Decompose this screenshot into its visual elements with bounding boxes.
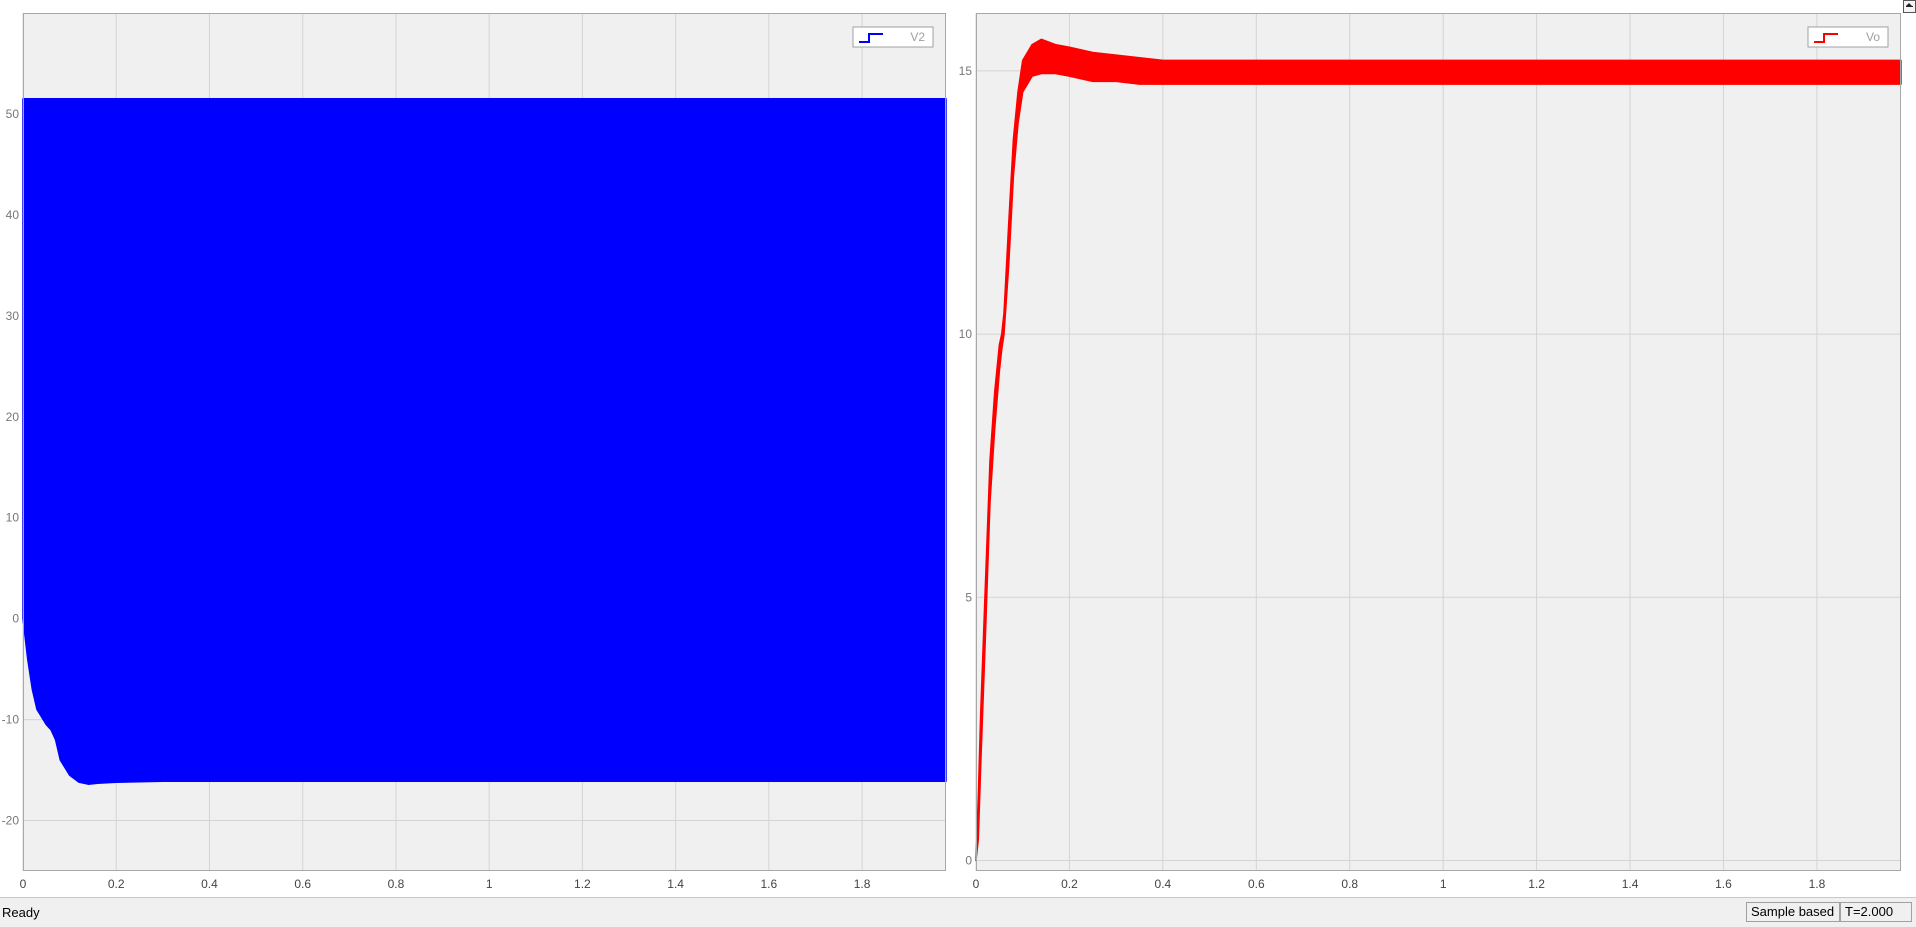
plot-background: [976, 13, 1901, 871]
scope-axes-1: 0 0.2 0.4 0.6 0.8 1 1.2 1.4 1.6 1.8 -20 -10 0 10 20 30 4…: [2, 13, 947, 891]
x-tick-label: 1.6: [1715, 877, 1732, 891]
x-tick-label: 1.4: [1622, 877, 1639, 891]
y-tick-label: 15: [959, 64, 973, 78]
legend-box: [852, 26, 934, 48]
x-tick-label: 0.4: [1155, 877, 1172, 891]
x-tick-label: 1.2: [574, 877, 591, 891]
y-tick-label: 10: [6, 511, 20, 525]
x-tick-label: 0.8: [1341, 877, 1358, 891]
y-tick-label: 10: [959, 327, 973, 341]
legend-box: [1807, 26, 1889, 48]
x-tick-label: 1.8: [854, 877, 871, 891]
y-tick-label: -20: [2, 814, 20, 828]
x-tick-label: 0.2: [1061, 877, 1078, 891]
x-tick-label: 0.2: [108, 877, 125, 891]
x-tick-label: 0.4: [201, 877, 218, 891]
y-tick-label: 0: [965, 853, 972, 867]
legend-step-icon: [1814, 33, 1838, 43]
legend: V2: [852, 26, 934, 48]
maximize-icon[interactable]: [1903, 0, 1916, 13]
y-tick-label: 40: [6, 208, 20, 222]
x-tick-label: 0.8: [388, 877, 405, 891]
x-tick-label: 1: [486, 877, 493, 891]
scope-axes-2: 0 0.2 0.4 0.6 0.8 1 1.2 1.4 1.6 1.8 0 5 10 15 Vo: [959, 13, 1902, 891]
x-tick-label: 1: [1440, 877, 1447, 891]
y-tick-label: 0: [12, 612, 19, 626]
x-tick-label: 1.4: [667, 877, 684, 891]
plot-frame: [23, 13, 946, 871]
y-tick-label: 30: [6, 309, 20, 323]
x-tick-label: 1.8: [1809, 877, 1826, 891]
plot-frame: [976, 13, 1901, 871]
legend-label: Vo: [1866, 30, 1880, 44]
legend: Vo: [1807, 26, 1889, 48]
legend-step-icon: [859, 33, 883, 43]
simulation-time: T=2.000: [1840, 902, 1912, 922]
x-tick-label: 0.6: [294, 877, 311, 891]
y-tick-label: 5: [965, 590, 972, 604]
y-tick-label: -10: [2, 713, 20, 727]
x-tick-label: 1.6: [761, 877, 778, 891]
status-bar: Ready Sample based T=2.000: [0, 897, 1916, 927]
legend-label: V2: [910, 30, 925, 44]
scope-window: 0 0.2 0.4 0.6 0.8 1 1.2 1.4 1.6 1.8-20-1001020304…: [2, 13, 1902, 891]
x-tick-label: 0.6: [1248, 877, 1265, 891]
y-tick-label: 50: [6, 107, 20, 121]
y-tick-label: 20: [6, 410, 20, 424]
sample-mode-label: Sample based: [1746, 902, 1840, 922]
x-tick-label: 0: [973, 877, 980, 891]
x-tick-label: 0: [20, 877, 27, 891]
x-tick-label: 1.2: [1528, 877, 1545, 891]
status-text: Ready: [2, 905, 40, 920]
series-v2-signal: [22, 98, 947, 785]
